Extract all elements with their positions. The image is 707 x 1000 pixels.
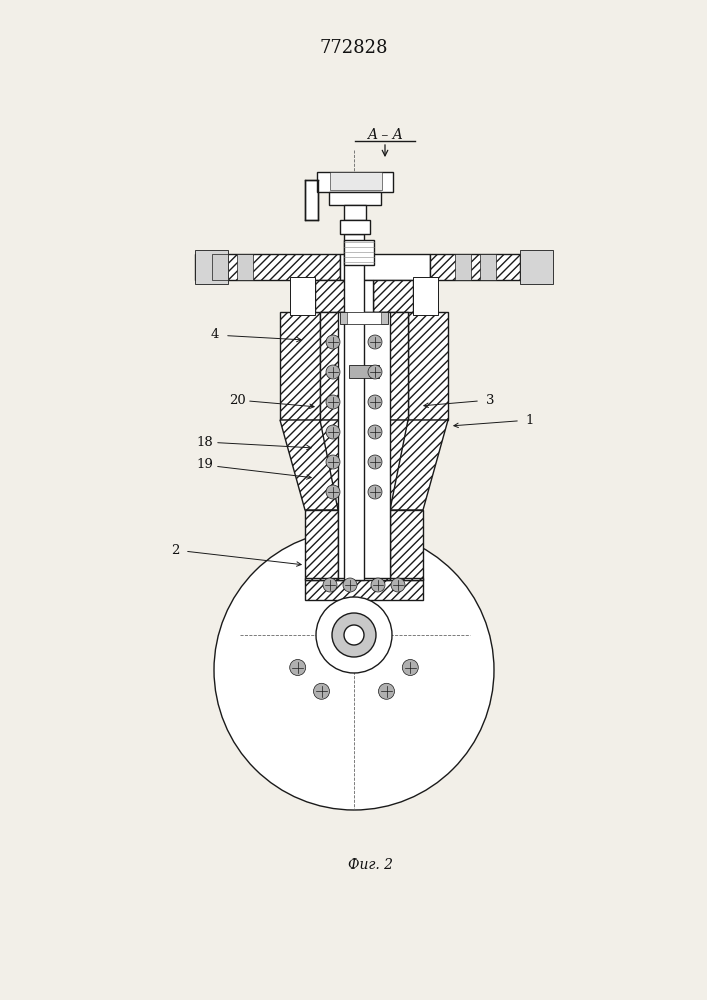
Polygon shape xyxy=(480,254,496,280)
Circle shape xyxy=(368,485,382,499)
Circle shape xyxy=(368,335,382,349)
Text: 1: 1 xyxy=(526,414,534,426)
Polygon shape xyxy=(390,578,423,580)
Polygon shape xyxy=(340,254,430,280)
Polygon shape xyxy=(330,172,382,190)
Text: 2: 2 xyxy=(171,544,179,556)
Text: 20: 20 xyxy=(228,393,245,406)
Circle shape xyxy=(326,335,340,349)
Circle shape xyxy=(316,597,392,673)
Polygon shape xyxy=(373,312,408,420)
Circle shape xyxy=(368,395,382,409)
Polygon shape xyxy=(383,510,423,580)
Polygon shape xyxy=(408,312,448,420)
Polygon shape xyxy=(315,280,355,312)
Polygon shape xyxy=(212,254,228,280)
Polygon shape xyxy=(520,250,553,284)
Circle shape xyxy=(326,485,340,499)
Circle shape xyxy=(313,683,329,699)
Polygon shape xyxy=(305,578,338,580)
Circle shape xyxy=(343,578,357,592)
Text: 4: 4 xyxy=(211,328,219,342)
Polygon shape xyxy=(290,277,315,315)
Circle shape xyxy=(378,683,395,699)
Circle shape xyxy=(214,530,494,810)
Polygon shape xyxy=(280,420,345,510)
Polygon shape xyxy=(344,234,364,580)
Circle shape xyxy=(326,365,340,379)
Polygon shape xyxy=(320,420,355,530)
Circle shape xyxy=(290,660,305,676)
Polygon shape xyxy=(338,510,355,580)
Polygon shape xyxy=(349,365,379,378)
Circle shape xyxy=(326,395,340,409)
Polygon shape xyxy=(344,240,374,265)
Polygon shape xyxy=(329,192,381,205)
Text: 772828: 772828 xyxy=(320,39,388,57)
Circle shape xyxy=(391,578,405,592)
Polygon shape xyxy=(340,312,388,324)
Polygon shape xyxy=(383,420,448,510)
Polygon shape xyxy=(373,420,408,530)
Polygon shape xyxy=(338,312,390,578)
Circle shape xyxy=(326,455,340,469)
Polygon shape xyxy=(373,280,413,312)
Polygon shape xyxy=(237,254,253,280)
Circle shape xyxy=(368,365,382,379)
Polygon shape xyxy=(340,220,370,234)
Circle shape xyxy=(402,660,419,676)
Polygon shape xyxy=(305,180,318,220)
Polygon shape xyxy=(305,510,345,580)
Text: 19: 19 xyxy=(197,458,214,472)
Circle shape xyxy=(326,425,340,439)
Polygon shape xyxy=(195,254,340,280)
Polygon shape xyxy=(317,172,393,192)
Polygon shape xyxy=(373,510,390,580)
Polygon shape xyxy=(347,312,381,324)
Polygon shape xyxy=(320,312,355,420)
Polygon shape xyxy=(195,250,228,284)
Circle shape xyxy=(332,613,376,657)
Polygon shape xyxy=(413,277,438,315)
Text: 18: 18 xyxy=(197,436,214,448)
Circle shape xyxy=(323,578,337,592)
Circle shape xyxy=(368,425,382,439)
Polygon shape xyxy=(344,205,366,220)
Circle shape xyxy=(371,578,385,592)
Polygon shape xyxy=(355,280,373,312)
Polygon shape xyxy=(455,254,471,280)
Circle shape xyxy=(344,625,364,645)
Polygon shape xyxy=(280,312,320,420)
Polygon shape xyxy=(305,580,423,600)
Polygon shape xyxy=(430,254,520,280)
Text: Фиг. 2: Фиг. 2 xyxy=(348,858,392,872)
Text: A – A: A – A xyxy=(367,128,403,142)
Text: 3: 3 xyxy=(486,393,494,406)
Circle shape xyxy=(368,455,382,469)
